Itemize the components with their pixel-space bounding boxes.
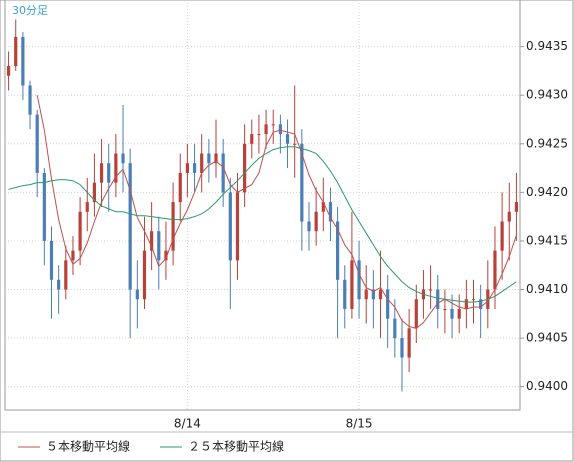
candle-body: [450, 308, 454, 319]
candle-body: [386, 289, 390, 319]
candle-body: [350, 260, 354, 309]
candle-body: [21, 36, 25, 86]
moving-average-line: [36, 95, 517, 329]
candle-body: [235, 192, 240, 261]
candle-body: [300, 143, 304, 222]
candle-body: [407, 328, 411, 358]
y-tick-label: 0.9430: [526, 88, 568, 102]
candle-body: [364, 289, 368, 300]
candle-body: [128, 163, 132, 290]
candle-body: [307, 221, 311, 232]
y-tick-label: 0.9400: [526, 379, 568, 393]
candle-body: [264, 124, 268, 135]
candle-body: [507, 211, 511, 222]
candle-body: [99, 163, 104, 183]
candle-body: [357, 260, 361, 300]
candle-body: [343, 279, 347, 309]
candle-body: [428, 289, 433, 291]
candle-body: [328, 202, 333, 222]
candle-body: [71, 250, 75, 261]
candle-body: [271, 124, 275, 126]
candle-body: [457, 308, 461, 319]
candle-body: [42, 172, 46, 241]
candle-body: [85, 202, 89, 212]
plot-area: [4, 0, 521, 411]
candle-body: [185, 163, 189, 173]
candle-body: [207, 153, 211, 164]
candle-body: [314, 211, 318, 232]
y-tick-label: 0.9420: [526, 185, 568, 199]
candle-body: [192, 163, 197, 173]
candle-body: [228, 192, 232, 261]
candle-body: [221, 153, 225, 193]
candle-body: [257, 134, 261, 136]
candle-body: [200, 153, 204, 173]
candle-body: [49, 240, 54, 280]
legend-label: ５本移動平均線: [46, 439, 130, 454]
candle-body: [214, 153, 218, 164]
y-tick-label: 0.9425: [526, 136, 568, 150]
candle-body: [14, 36, 18, 67]
candle-body: [493, 250, 497, 290]
candle-body: [121, 153, 125, 164]
candle-body: [164, 250, 168, 261]
candle-body: [400, 338, 404, 358]
chart-title: 30分足: [12, 4, 48, 17]
x-tick-label: 8/15: [346, 417, 373, 431]
candle-body: [6, 66, 11, 76]
candle-body: [371, 289, 375, 300]
candle-body: [78, 211, 82, 251]
candle-body: [393, 318, 397, 339]
y-tick-label: 0.9415: [526, 233, 568, 247]
moving-average-line: [8, 146, 517, 303]
candle-body: [443, 308, 447, 310]
candle-body: [285, 134, 290, 144]
candle-body: [157, 231, 161, 261]
candle-body: [150, 231, 154, 251]
candle-body: [171, 202, 175, 251]
candle-body: [35, 114, 39, 173]
candle-body: [114, 153, 118, 183]
candle-body: [107, 163, 111, 183]
y-tick-label: 0.9435: [526, 39, 568, 53]
candle-body: [479, 299, 483, 309]
candle-body: [64, 260, 68, 290]
candle-body: [514, 202, 519, 212]
candle-body: [142, 250, 147, 300]
candle-body: [414, 299, 418, 329]
candle-body: [57, 279, 61, 290]
legend-label: ２５本移動平均線: [188, 439, 284, 454]
candle-body: [28, 85, 32, 115]
candle-body: [178, 172, 182, 203]
candle-body: [336, 221, 340, 280]
candle-body: [243, 143, 247, 193]
candle-body: [321, 202, 325, 212]
candle-body: [471, 299, 476, 301]
candle-body: [464, 299, 468, 309]
x-tick-label: 8/14: [174, 417, 201, 431]
candle-body: [250, 134, 254, 144]
candle-body: [500, 221, 504, 251]
candle-body: [278, 124, 282, 135]
candle-body: [135, 289, 139, 300]
candle-body: [436, 289, 440, 309]
y-tick-label: 0.9405: [526, 331, 568, 345]
candle-body: [293, 143, 297, 145]
y-tick-label: 0.9410: [526, 282, 568, 296]
candle-body: [378, 289, 383, 300]
candle-body: [92, 182, 97, 203]
